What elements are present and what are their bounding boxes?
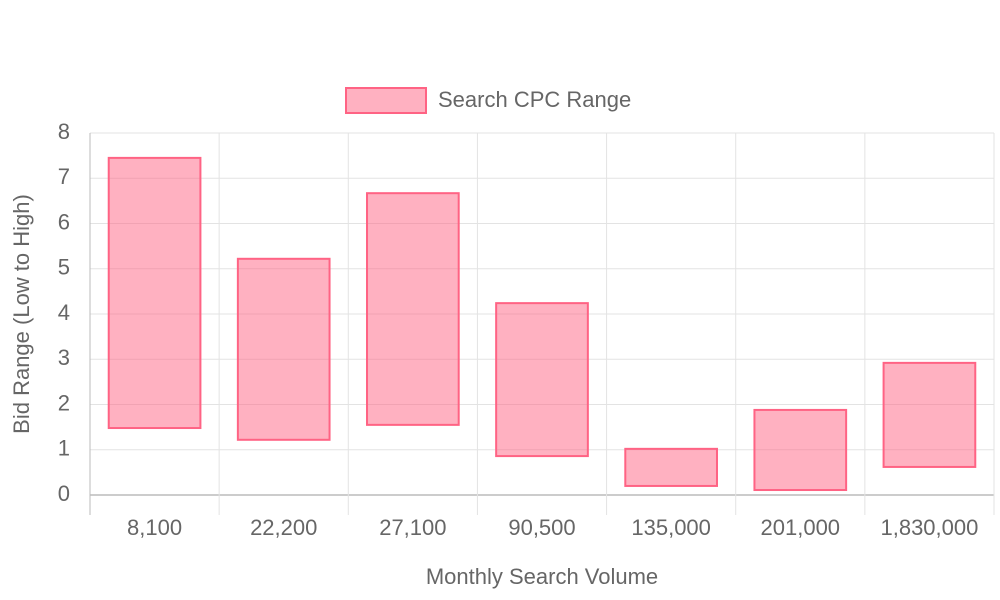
x-tick-label: 8,100 <box>127 515 182 540</box>
bar <box>107 156 202 430</box>
y-tick-label: 8 <box>58 119 70 144</box>
y-axis-title: Bid Range (Low to High) <box>9 194 34 434</box>
y-tick-label: 1 <box>58 436 70 461</box>
y-tick-label: 0 <box>58 481 70 506</box>
bar <box>882 361 977 468</box>
x-tick-label: 90,500 <box>508 515 575 540</box>
x-tick-label: 135,000 <box>631 515 711 540</box>
y-tick-label: 2 <box>58 390 70 415</box>
bar <box>236 257 331 441</box>
x-axis-title: Monthly Search Volume <box>426 564 658 589</box>
y-tick-label: 7 <box>58 164 70 189</box>
y-tick-label: 6 <box>58 209 70 234</box>
y-tick-label: 4 <box>58 300 70 325</box>
x-tick-label: 22,200 <box>250 515 317 540</box>
x-tick-label: 201,000 <box>761 515 841 540</box>
y-tick-label: 3 <box>58 345 70 370</box>
bar <box>495 302 589 458</box>
legend-label: Search CPC Range <box>438 87 631 112</box>
y-tick-label: 5 <box>58 255 70 280</box>
bar <box>366 192 460 426</box>
bar <box>624 447 718 487</box>
bar <box>753 408 848 492</box>
legend-swatch <box>345 87 427 114</box>
x-tick-label: 1,830,000 <box>880 515 978 540</box>
x-tick-label: 27,100 <box>379 515 446 540</box>
